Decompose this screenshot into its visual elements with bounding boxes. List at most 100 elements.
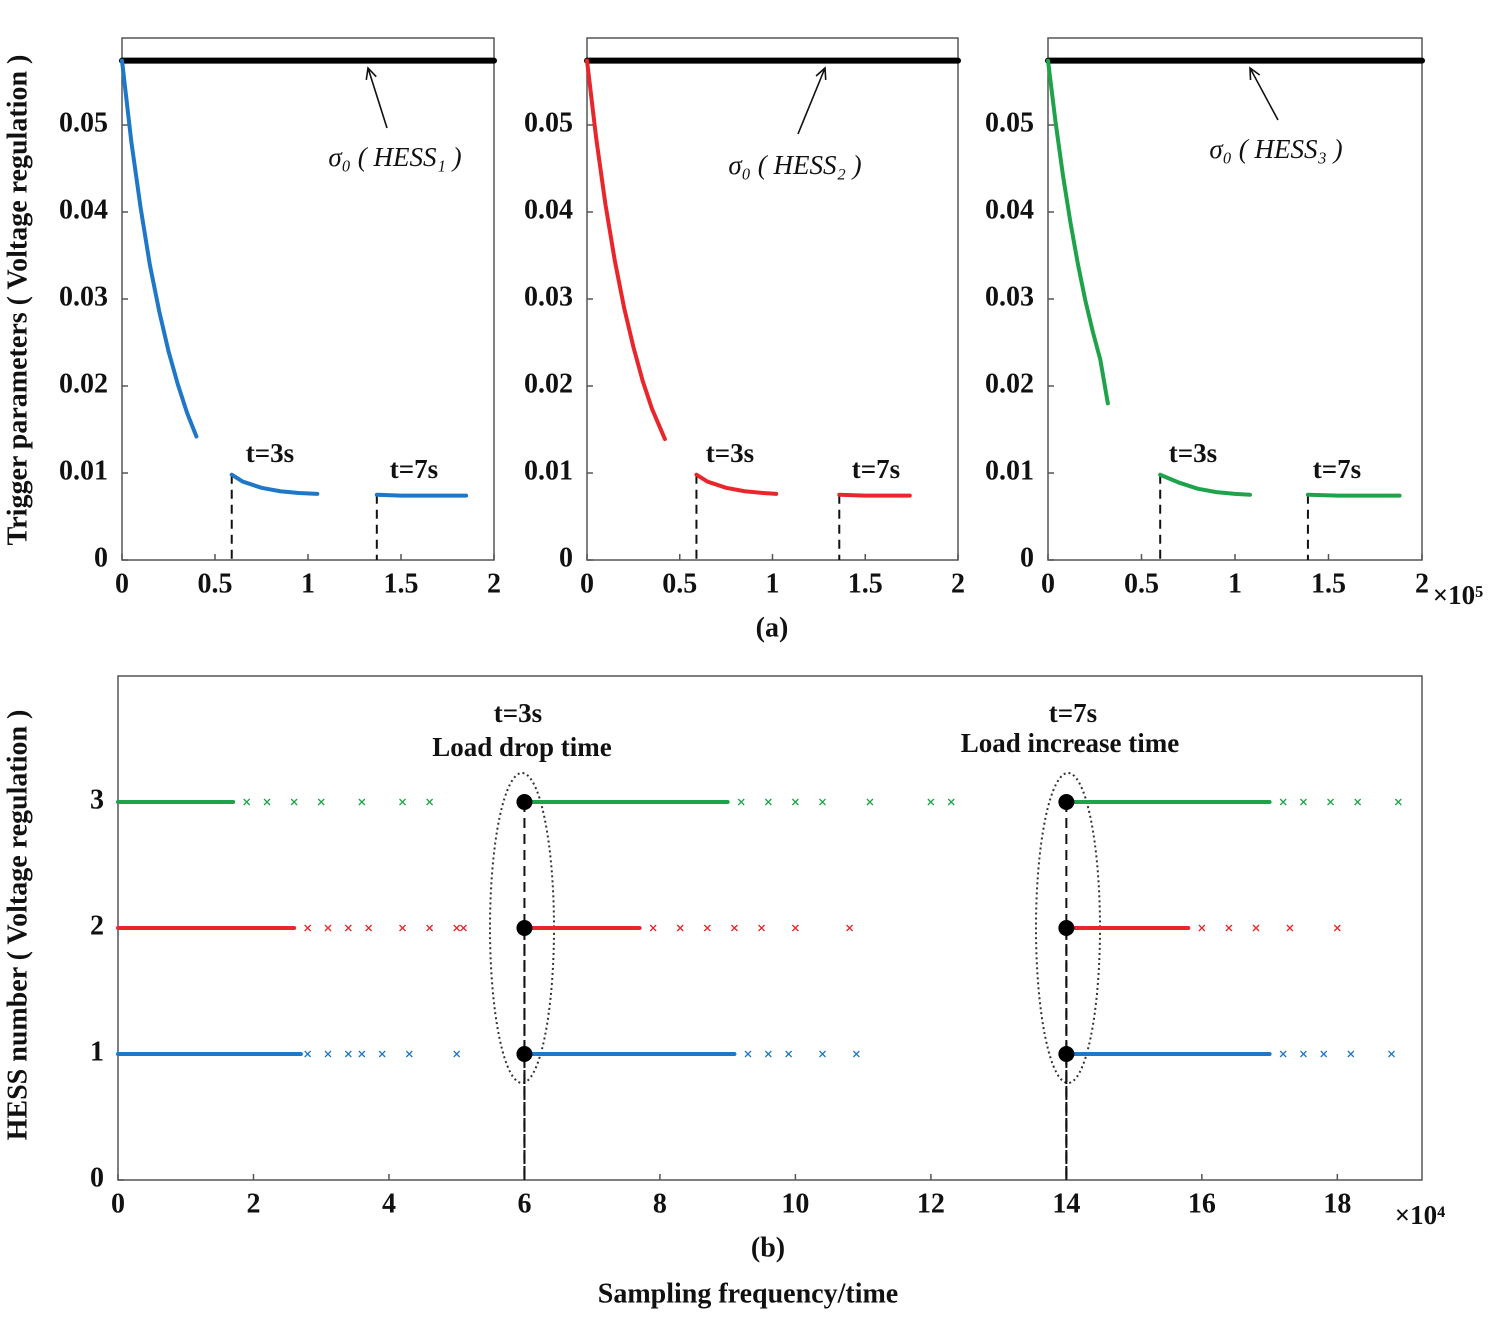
x-marker	[866, 798, 874, 806]
x-marker	[819, 798, 826, 806]
y-tick-label: 0.02	[59, 368, 108, 399]
x-axis-label: Sampling frequency/time	[598, 1278, 898, 1309]
x-marker	[426, 798, 434, 806]
x-marker	[426, 924, 434, 932]
series-curve	[374, 492, 469, 498]
annotation: σ₀ ( HESS₁ )	[328, 142, 461, 172]
y-tick-label: 0.02	[985, 368, 1034, 399]
y-tick-label: 0	[94, 542, 108, 573]
x-tick-label: 2	[487, 568, 501, 599]
x-marker	[764, 798, 772, 806]
x-marker	[1354, 798, 1362, 806]
y-tick-label: 0.04	[524, 194, 573, 225]
x-marker	[819, 1050, 826, 1058]
annotation-arrow	[365, 66, 388, 129]
x-marker	[1388, 1050, 1395, 1058]
event-dot	[1058, 920, 1075, 936]
y-tick-label: 0.01	[985, 455, 1034, 486]
x-marker	[1299, 798, 1307, 806]
x-marker	[243, 798, 251, 806]
event-dot	[516, 920, 533, 936]
annotation: t=7s	[852, 454, 900, 484]
y-tick-label: 0.05	[524, 107, 573, 138]
x-tick-label: 6	[517, 1188, 531, 1219]
x-tick-label: 2	[951, 568, 965, 599]
y-tick-label: 0.03	[59, 281, 108, 312]
x-tick-label: 0	[1041, 568, 1055, 599]
series-curve	[1158, 472, 1252, 497]
series-curve	[694, 472, 779, 496]
series-curve	[585, 58, 667, 442]
annotation: Load increase time	[961, 728, 1179, 758]
y-tick-label: 3	[90, 784, 104, 815]
x-tick-label: 1	[766, 568, 780, 599]
x-marker	[304, 924, 312, 932]
annotation: σ₀ ( HESS₃ )	[1209, 134, 1342, 164]
x-marker	[378, 1050, 386, 1058]
x-tick-label: 1	[1228, 568, 1242, 599]
y-tick-label: 1	[90, 1036, 104, 1067]
x-marker	[676, 924, 684, 932]
x-marker	[453, 1050, 461, 1058]
x-marker	[399, 924, 406, 932]
x-marker	[927, 798, 935, 806]
x-marker	[1333, 924, 1341, 932]
annotation: t=3s	[246, 438, 294, 468]
x-marker	[405, 1050, 413, 1058]
event-dot	[1058, 1046, 1075, 1062]
series-curve	[1305, 492, 1402, 498]
x-marker	[1394, 798, 1402, 806]
x-marker	[324, 924, 332, 932]
y-tick-label: 2	[90, 910, 104, 941]
annotation: σ₀ ( HESS₂ )	[728, 150, 861, 180]
x-marker	[764, 1050, 772, 1058]
x-marker	[344, 1050, 352, 1058]
x-marker	[852, 1050, 860, 1058]
x-tick-label: 4	[382, 1188, 396, 1219]
x-exponent: ×10⁵	[1433, 580, 1483, 610]
annotation: t=7s	[1049, 698, 1097, 728]
y-tick-label: 0.01	[59, 455, 108, 486]
x-exponent: ×10⁴	[1395, 1200, 1445, 1230]
event-dot	[516, 1046, 533, 1062]
y-tick-label: 0.04	[985, 194, 1034, 225]
series-curve	[1046, 58, 1110, 406]
y-tick-label: 0	[1020, 542, 1034, 573]
x-marker	[358, 1050, 366, 1058]
x-marker	[1198, 924, 1206, 932]
x-marker	[324, 1050, 332, 1058]
annotation: t=7s	[1313, 454, 1361, 484]
y-tick-label: 0.01	[524, 455, 573, 486]
x-marker	[344, 924, 352, 932]
x-marker	[358, 798, 366, 806]
x-tick-label: 1.5	[848, 568, 883, 599]
y-tick-label: 0.04	[59, 194, 108, 225]
y-tick-label: 0.03	[985, 281, 1034, 312]
annotation: Load drop time	[432, 732, 612, 762]
x-marker	[1279, 1050, 1287, 1058]
series-curve	[837, 492, 912, 498]
x-marker	[791, 924, 799, 932]
y-tick-label: 0	[90, 1162, 104, 1193]
y-axis-label: Trigger parameters ( Voltage regulation …	[2, 55, 33, 546]
x-tick-label: 14	[1052, 1188, 1080, 1219]
annotation-arrow	[1249, 66, 1279, 121]
x-marker	[399, 798, 406, 806]
y-tick-label: 0.05	[59, 107, 108, 138]
x-tick-label: 16	[1188, 1188, 1216, 1219]
annotation: t=3s	[706, 438, 754, 468]
annotation: t=3s	[494, 698, 542, 728]
x-marker	[317, 798, 325, 806]
annotation: t=3s	[1169, 438, 1217, 468]
x-tick-label: 12	[917, 1188, 945, 1219]
x-tick-label: 0.5	[198, 568, 233, 599]
x-marker	[785, 1050, 793, 1058]
x-tick-label: 0	[580, 568, 594, 599]
panel-caption: (a)	[756, 612, 789, 643]
y-tick-label: 0.05	[985, 107, 1034, 138]
x-marker	[649, 924, 657, 932]
x-tick-label: 0.5	[662, 568, 697, 599]
x-marker	[703, 924, 711, 932]
x-marker	[791, 798, 799, 806]
